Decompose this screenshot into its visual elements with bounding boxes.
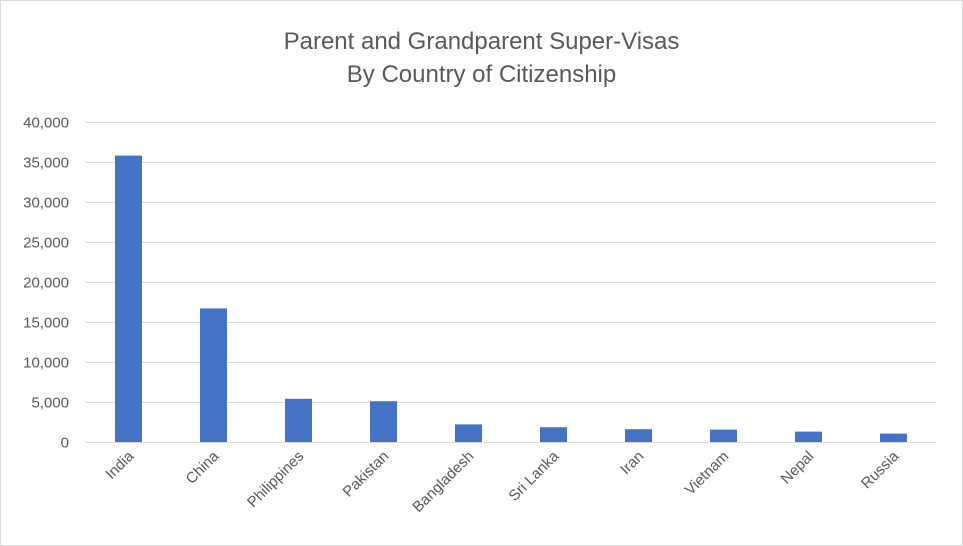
bar-bangladesh (455, 424, 482, 442)
x-tick-label: Vietnam (682, 448, 733, 499)
y-tick-label: 20,000 (23, 275, 69, 292)
bars (115, 155, 907, 442)
x-tick-label: Nepal (778, 448, 818, 488)
y-tick-label: 30,000 (23, 195, 69, 212)
bar-pakistan (370, 401, 397, 442)
x-tick-label: Pakistan (340, 448, 393, 501)
bar-russia (880, 433, 907, 442)
y-tick-label: 35,000 (23, 155, 69, 172)
bar-vietnam (710, 429, 737, 442)
x-tick-label: Sri Lanka (505, 447, 562, 504)
x-tick-label: Philippines (244, 448, 307, 511)
bar-sri-lanka (540, 427, 567, 442)
chart-title-block: Parent and Grandparent Super-Visas By Co… (1, 25, 962, 91)
bar-china (200, 308, 227, 442)
x-tick-label: Bangladesh (409, 448, 477, 516)
y-axis-tick-labels: 0 5,000 10,000 15,000 20,000 25,000 30,000 35,0… (23, 115, 69, 452)
gridlines (86, 122, 936, 443)
y-tick-label: 40,000 (23, 115, 69, 132)
y-tick-label: 5,000 (31, 395, 69, 412)
x-tick-label: China (183, 447, 223, 487)
y-tick-label: 10,000 (23, 355, 69, 372)
bar-iran (625, 429, 652, 442)
x-tick-label: Iran (617, 448, 647, 478)
bar-philippines (285, 398, 312, 442)
chart-title: Parent and Grandparent Super-Visas (283, 28, 680, 55)
y-tick-label: 25,000 (23, 235, 69, 252)
bar-india (115, 155, 142, 442)
chart-subtitle: By Country of Citizenship (346, 61, 617, 88)
y-tick-label: 0 (61, 435, 69, 452)
x-tick-label: India (102, 447, 137, 482)
bar-nepal (795, 431, 822, 442)
x-tick-label: Russia (858, 447, 903, 492)
x-axis-tick-labels: India China Philippines Pakistan Bangladesh S… (102, 447, 902, 516)
y-tick-label: 15,000 (23, 315, 69, 332)
